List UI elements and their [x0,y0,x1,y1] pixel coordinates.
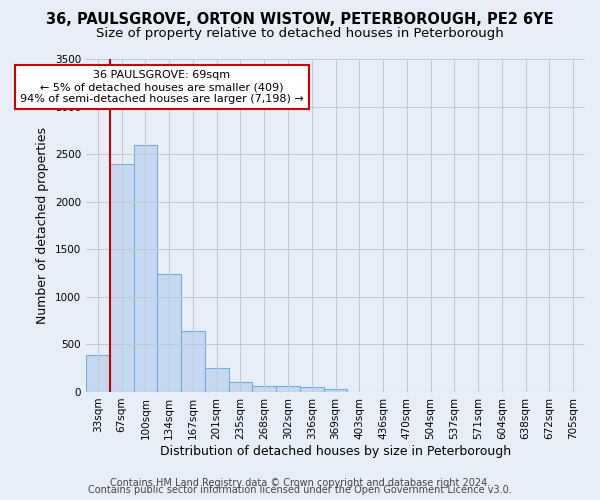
Bar [181,331,205,392]
Bar [205,368,229,392]
Bar [300,387,323,392]
Text: 36 PAULSGROVE: 69sqm
← 5% of detached houses are smaller (409)
94% of semi-detac: 36 PAULSGROVE: 69sqm ← 5% of detached ho… [20,70,304,104]
Bar [276,386,300,392]
Bar [134,144,157,392]
Bar [86,355,110,392]
Text: Size of property relative to detached houses in Peterborough: Size of property relative to detached ho… [96,28,504,40]
Bar [323,388,347,392]
Y-axis label: Number of detached properties: Number of detached properties [37,127,49,324]
X-axis label: Distribution of detached houses by size in Peterborough: Distribution of detached houses by size … [160,444,511,458]
Bar [253,386,276,392]
Bar [110,164,134,392]
Bar [157,274,181,392]
Text: 36, PAULSGROVE, ORTON WISTOW, PETERBOROUGH, PE2 6YE: 36, PAULSGROVE, ORTON WISTOW, PETERBOROU… [46,12,554,28]
Text: Contains public sector information licensed under the Open Government Licence v3: Contains public sector information licen… [88,485,512,495]
Bar [229,382,253,392]
Text: Contains HM Land Registry data © Crown copyright and database right 2024.: Contains HM Land Registry data © Crown c… [110,478,490,488]
